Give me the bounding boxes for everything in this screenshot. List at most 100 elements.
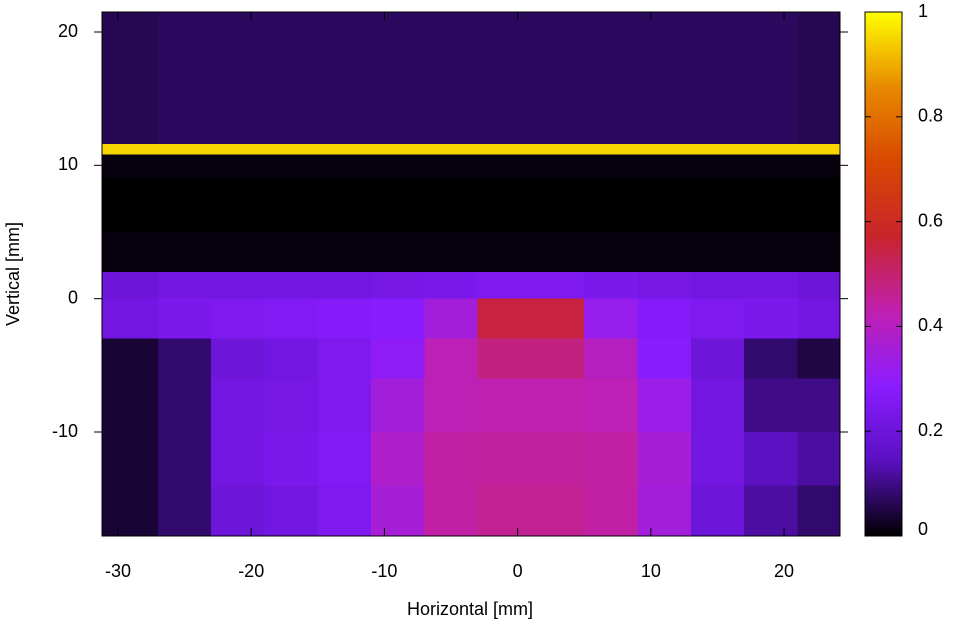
heatmap-cell xyxy=(317,485,372,537)
heatmap-cell xyxy=(264,12,319,100)
heatmap-cell xyxy=(424,98,479,145)
heatmap-cell xyxy=(371,485,425,537)
heatmap-cell xyxy=(584,144,639,156)
heatmap-cell xyxy=(744,154,798,180)
heatmap-cell xyxy=(477,338,532,380)
heatmap-cell xyxy=(744,12,798,100)
heatmap-cell xyxy=(530,298,585,340)
heatmap-cell xyxy=(371,378,425,433)
heatmap-cell xyxy=(317,154,372,180)
plot-frame xyxy=(101,11,841,537)
heatmap-cell xyxy=(102,154,159,180)
heatmap-cell xyxy=(264,98,319,145)
heatmap-cell xyxy=(424,272,479,300)
heatmap-cell xyxy=(477,432,532,486)
heatmap-cell xyxy=(744,98,798,145)
heatmap-cell xyxy=(424,154,479,180)
heatmap-cell xyxy=(797,485,841,537)
heatmap-cell xyxy=(102,272,159,300)
heatmap-cell xyxy=(744,432,798,486)
heatmap-cell xyxy=(211,12,266,100)
heatmap-cell xyxy=(637,378,692,433)
heatmap-cell xyxy=(102,12,159,100)
heatmap-cell xyxy=(477,298,532,340)
heatmap-cell xyxy=(637,144,692,156)
heatmap-cell xyxy=(157,298,212,340)
x-tick-label: -30 xyxy=(105,561,131,581)
heatmap-cell xyxy=(424,232,479,273)
y-tick-label: 20 xyxy=(58,21,78,41)
heatmap-cell xyxy=(584,378,639,433)
y-axis-label: Vertical [mm] xyxy=(3,222,23,326)
heatmap-cell xyxy=(584,232,639,273)
heatmap-cell xyxy=(477,178,532,233)
heatmap-cell xyxy=(797,298,841,340)
heatmap-cell xyxy=(317,298,372,340)
heatmap-cell xyxy=(211,178,266,233)
heatmap-cell xyxy=(102,144,159,156)
heatmap-cell xyxy=(211,338,266,380)
heatmap-cell xyxy=(744,144,798,156)
heatmap-cell xyxy=(584,485,639,537)
heatmap-cell xyxy=(157,232,212,273)
colorbar-tick-label: 0.8 xyxy=(918,106,943,126)
heatmap-cell xyxy=(477,232,532,273)
heatmap-cell xyxy=(797,98,841,145)
heatmap-cell xyxy=(371,12,425,100)
heatmap-cell xyxy=(477,272,532,300)
heatmap-cell xyxy=(211,378,266,433)
heatmap-cell xyxy=(744,178,798,233)
heatmap-cell xyxy=(317,432,372,486)
heatmap-cell xyxy=(530,98,585,145)
heatmap-cell xyxy=(744,298,798,340)
heatmap-cell xyxy=(637,154,692,180)
heatmap-cell xyxy=(157,272,212,300)
heatmap-cell xyxy=(264,272,319,300)
heatmap-cell xyxy=(797,232,841,273)
heatmap-cell xyxy=(797,338,841,380)
heatmap-cell xyxy=(584,12,639,100)
heatmap-cell xyxy=(530,378,585,433)
heatmap-cell xyxy=(371,98,425,145)
heatmap-cell xyxy=(102,98,159,145)
heatmap-cell xyxy=(317,144,372,156)
heatmap-cell xyxy=(690,98,745,145)
heatmap-cell xyxy=(211,298,266,340)
heatmap-cell xyxy=(797,12,841,100)
heatmap-cell xyxy=(797,144,841,156)
x-tick-label: 20 xyxy=(774,561,794,581)
heatmap-cell xyxy=(637,432,692,486)
heatmap-cell xyxy=(264,378,319,433)
heatmap-cell xyxy=(637,485,692,537)
heatmap-cell xyxy=(264,144,319,156)
heatmap-cell xyxy=(424,338,479,380)
heatmap-cell xyxy=(264,298,319,340)
heatmap-cell xyxy=(584,154,639,180)
heatmap-cell xyxy=(424,378,479,433)
heatmap-cell xyxy=(157,98,212,145)
heatmap-cell xyxy=(744,338,798,380)
heatmap-cell xyxy=(530,154,585,180)
heatmap-cell xyxy=(102,178,159,233)
heatmap-cell xyxy=(424,178,479,233)
heatmap-cell xyxy=(424,432,479,486)
heatmap-cell xyxy=(530,232,585,273)
heatmap-cell xyxy=(477,12,532,100)
heatmap-cell xyxy=(797,154,841,180)
heatmap-cell xyxy=(690,12,745,100)
heatmap-cell xyxy=(690,154,745,180)
heatmap-cell xyxy=(371,432,425,486)
heatmap-cell xyxy=(317,232,372,273)
heatmap-cell xyxy=(102,485,159,537)
colorbar-tick-label: 0.4 xyxy=(918,315,943,335)
heatmap-cell xyxy=(157,154,212,180)
heatmap-cell xyxy=(211,272,266,300)
heatmap-cell xyxy=(317,178,372,233)
heatmap-cell xyxy=(744,232,798,273)
heatmap-cell xyxy=(477,485,532,537)
heatmap-cell xyxy=(102,298,159,340)
heatmap-cell xyxy=(477,144,532,156)
heatmap-cell xyxy=(317,98,372,145)
heatmap-cell xyxy=(637,98,692,145)
